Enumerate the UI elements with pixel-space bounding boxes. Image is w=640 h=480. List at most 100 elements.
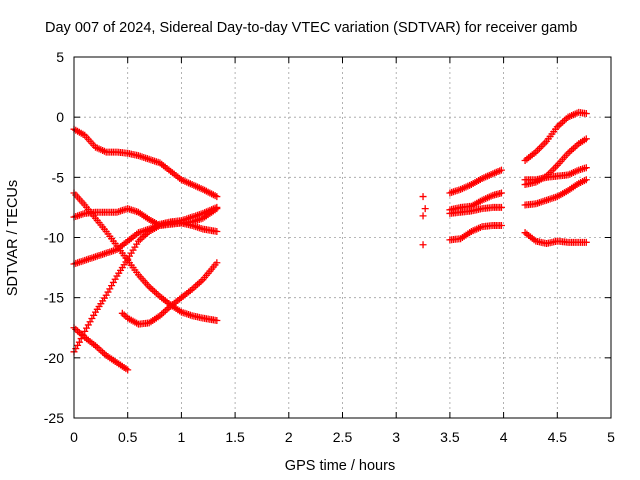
y-tick-label: -10: [44, 230, 64, 246]
x-tick-label: 3: [392, 429, 400, 445]
data-point: [74, 327, 82, 335]
data-point: [421, 205, 429, 213]
x-tick-label: 4: [500, 429, 508, 445]
data-point: [568, 146, 576, 154]
plot-frame: [73, 56, 612, 419]
data-series: [419, 241, 427, 249]
y-tick-label: 5: [56, 49, 64, 65]
data-point: [213, 317, 221, 325]
x-tick-label: 3.5: [440, 429, 460, 445]
data-series: [521, 164, 590, 184]
data-point: [161, 307, 169, 315]
data-point: [136, 236, 144, 244]
data-point: [88, 315, 96, 323]
x-axis-label: GPS time / hours: [285, 458, 395, 474]
data-point: [419, 212, 427, 220]
data-point: [160, 309, 167, 317]
data-point: [99, 348, 107, 356]
data-series: [419, 193, 429, 220]
data-point: [582, 164, 590, 172]
data-point: [497, 166, 505, 174]
data-point: [497, 203, 505, 211]
data-point: [152, 289, 160, 297]
data-point: [213, 205, 221, 213]
data-point: [120, 311, 128, 319]
data-point: [419, 193, 427, 201]
data-point: [582, 135, 590, 143]
data-point: [138, 234, 146, 242]
data-point: [163, 305, 171, 313]
data-point: [566, 148, 574, 156]
data-point: [569, 144, 577, 152]
data-point: [419, 241, 427, 249]
y-tick-label: -20: [44, 350, 64, 366]
data-series: [70, 324, 132, 374]
data-point: [90, 311, 98, 319]
data-point: [213, 193, 221, 201]
x-tick-label: 4.5: [548, 429, 568, 445]
x-tick-label: 1.5: [225, 429, 245, 445]
data-point: [213, 259, 221, 267]
data-point: [582, 238, 590, 246]
data-series: [446, 203, 505, 217]
data-point: [582, 110, 590, 118]
data-point: [192, 282, 200, 290]
data-series: [521, 108, 590, 164]
data-point: [582, 176, 590, 184]
data-point: [72, 325, 80, 333]
data-series: [70, 189, 221, 325]
x-tick-label: 0: [70, 429, 78, 445]
chart-title: Day 007 of 2024, Sidereal Day-to-day VTE…: [45, 20, 577, 36]
data-point: [109, 278, 117, 286]
data-point: [108, 282, 116, 290]
data-series: [446, 166, 505, 197]
data-series: [521, 229, 590, 248]
x-tick-label: 0.5: [118, 429, 138, 445]
x-tick-label: 5: [607, 429, 615, 445]
data-point: [197, 277, 205, 285]
data-point: [74, 341, 82, 349]
data-point: [86, 318, 94, 326]
grid-lines: [74, 57, 611, 418]
data-point: [559, 118, 567, 126]
data-point: [97, 347, 105, 355]
data-point: [571, 143, 579, 151]
y-tick-label: -25: [44, 410, 64, 426]
data-point: [95, 345, 103, 353]
data-point: [84, 321, 92, 329]
x-tick-label: 2: [285, 429, 293, 445]
data-point: [213, 227, 221, 235]
data-point: [497, 189, 505, 197]
data-point: [497, 221, 505, 229]
x-tick-label: 1: [178, 429, 186, 445]
data-points: [70, 108, 590, 374]
data-point: [106, 285, 114, 293]
y-tick-label: -5: [52, 169, 65, 185]
axis-ticks: 0 0.5 1 1.5 2 2.5 3 3.5 4 4.5 5 5 0 -5 -10 -15 -20 -25: [44, 49, 615, 445]
data-point: [147, 284, 155, 292]
data-point: [195, 279, 203, 287]
data-series: [118, 259, 221, 328]
data-point: [124, 366, 132, 374]
data-point: [194, 280, 202, 288]
y-axis-label: SDTVAR / TECUs: [5, 180, 21, 296]
data-point: [83, 324, 91, 332]
x-tick-label: 2.5: [333, 429, 353, 445]
y-tick-label: 0: [56, 109, 64, 125]
data-point: [118, 309, 126, 317]
data-series: [446, 221, 505, 244]
data-point: [149, 286, 157, 294]
data-point: [151, 288, 159, 296]
data-point: [560, 116, 568, 124]
data-point: [555, 121, 563, 129]
data-series: [70, 125, 221, 201]
data-point: [104, 288, 112, 296]
data-point: [557, 120, 565, 128]
y-tick-label: -15: [44, 290, 64, 306]
data-series: [521, 176, 590, 209]
data-point: [111, 275, 119, 283]
data-point: [75, 338, 83, 346]
data-point: [140, 232, 148, 240]
data-point: [72, 345, 80, 353]
